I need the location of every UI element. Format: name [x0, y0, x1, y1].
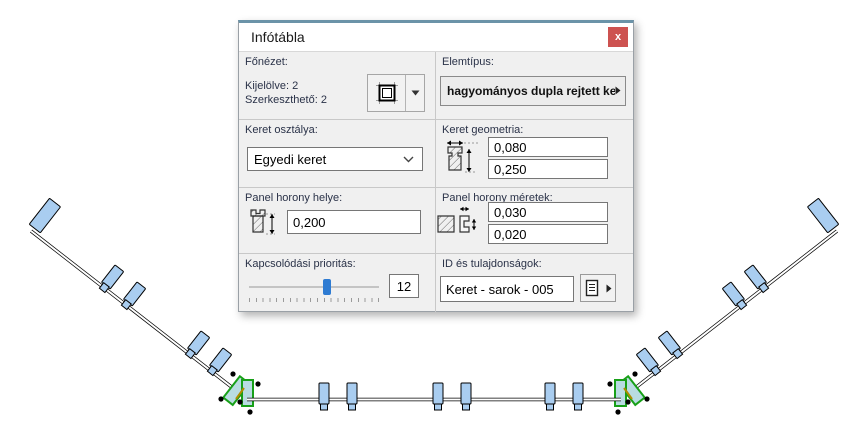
- row-divider: [239, 253, 633, 254]
- expand-arrow-icon: [615, 82, 621, 100]
- curtain-wall-bottom-run[interactable]: [247, 382, 621, 411]
- groove-size-icon: [436, 200, 486, 251]
- frame-geometry-icon: [438, 136, 484, 187]
- id-field[interactable]: [440, 276, 574, 302]
- kapcsolodasi-prioritas-label: Kapcsolódási prioritás:: [245, 258, 356, 270]
- panel-horony-helye-label: Panel horony helye:: [245, 192, 343, 204]
- section-id-tulajdonsagok: ID és tulajdonságok:: [436, 254, 633, 312]
- id-label: ID és tulajdonságok:: [442, 258, 542, 270]
- elemtipus-label: Elemtípus:: [442, 56, 494, 68]
- end-cap-frame[interactable]: [29, 198, 61, 233]
- infobox-palette: Infótábla x Főnézet: Kijelölve: 2 Szerke…: [238, 20, 634, 312]
- mullion-frame[interactable]: [184, 330, 210, 360]
- mullion-frame[interactable]: [98, 264, 124, 294]
- section-keret-osztalya: Keret osztálya: Egyedi keret: [239, 120, 435, 187]
- slider-thumb[interactable]: [323, 279, 331, 295]
- groove-width-field[interactable]: [488, 202, 608, 222]
- section-keret-geometria: Keret geometria:: [436, 120, 633, 187]
- titlebar[interactable]: Infótábla x: [239, 23, 633, 52]
- frame-preview-icon: [368, 75, 406, 111]
- row-divider: [239, 119, 633, 120]
- selected-corner-frame[interactable]: [221, 374, 254, 407]
- row-divider: [239, 187, 633, 188]
- priority-value-field[interactable]: [389, 274, 419, 298]
- slider-ticks: [249, 298, 379, 302]
- mullion-frame[interactable]: [206, 347, 232, 377]
- mullion-frame[interactable]: [120, 281, 146, 311]
- expand-arrow-icon: [603, 284, 615, 293]
- section-fonezet: Főnézet: Kijelölve: 2 Szerkeszthető: 2: [239, 52, 435, 119]
- frame-depth-field[interactable]: [488, 159, 608, 179]
- curtain-wall-right-wing[interactable]: [605, 196, 841, 417]
- section-elemtipus: Elemtípus: hagyományos dupla rejtett ke.…: [436, 52, 633, 119]
- column-divider: [435, 52, 436, 312]
- editable-count: Szerkeszthető: 2: [245, 94, 327, 106]
- properties-button[interactable]: [580, 274, 616, 302]
- frame-width-field[interactable]: [488, 137, 608, 157]
- frame-class-select[interactable]: Egyedi keret: [247, 147, 423, 171]
- section-kapcsolodasi-prioritas: Kapcsolódási prioritás:: [239, 254, 435, 312]
- priority-slider[interactable]: [249, 278, 379, 304]
- palette-body: Főnézet: Kijelölve: 2 Szerkeszthető: 2: [239, 52, 633, 312]
- close-button[interactable]: x: [608, 27, 628, 47]
- section-panel-horony-helye: Panel horony helye:: [239, 188, 435, 253]
- groove-position-field[interactable]: [287, 210, 421, 234]
- chevron-down-icon: [403, 150, 414, 168]
- properties-icon: [581, 275, 603, 301]
- selection-handles[interactable]: [218, 371, 261, 415]
- slider-track[interactable]: [249, 286, 379, 288]
- groove-position-icon: [245, 204, 285, 249]
- groove-depth-field[interactable]: [488, 224, 608, 244]
- element-type-button[interactable]: hagyományos dupla rejtett ke...: [440, 76, 626, 106]
- fonezet-label: Főnézet:: [245, 56, 288, 68]
- frame-preview-button[interactable]: [367, 74, 425, 112]
- curtain-wall-left-wing[interactable]: [29, 198, 261, 415]
- keret-osztalya-label: Keret osztálya:: [245, 124, 318, 136]
- panel-horony-meretek-label: Panel horony méretek:: [442, 192, 553, 204]
- close-icon: x: [614, 31, 622, 43]
- dropdown-arrow-icon: [406, 90, 424, 96]
- section-panel-horony-meretek: Panel horony méretek:: [436, 188, 633, 253]
- page-title: Infótábla: [251, 29, 305, 45]
- keret-geometria-label: Keret geometria:: [442, 124, 524, 136]
- selected-count: Kijelölve: 2: [245, 80, 299, 92]
